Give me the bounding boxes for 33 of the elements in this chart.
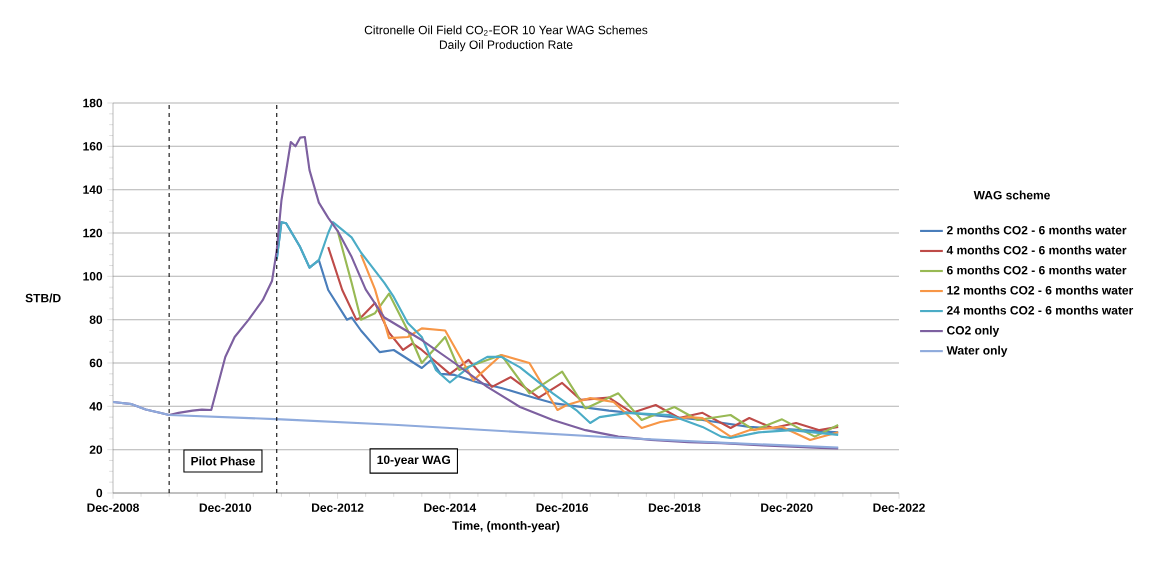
x-axis-title: Time, (month-year) <box>452 521 560 533</box>
annotation: Pilot Phase <box>191 456 255 466</box>
legend-label: 4 months CO2 - 6 months water <box>946 245 1127 255</box>
x-tick-label: Dec-2020 <box>761 503 813 512</box>
y-tick-label: 120 <box>83 228 103 238</box>
y-tick-label: 80 <box>89 315 103 324</box>
y-tick-label: 60 <box>89 358 103 368</box>
legend-label: CO2 only <box>947 325 1000 337</box>
chart-title: Citronelle Oil Field CO$_{2}$-EOR 10 Year WAG Schemes <box>364 25 648 36</box>
chart-subtitle: Daily Oil Production Rate <box>439 40 573 52</box>
legend-label: 2 months CO2 - 6 months water <box>946 225 1127 235</box>
x-tick-label: Dec-2010 <box>199 503 252 512</box>
legend-label: 12 months CO2 - 6 months water <box>947 285 1134 295</box>
x-tick-label: Dec-2008 <box>87 503 139 512</box>
legend-title: WAG scheme <box>973 190 1050 200</box>
legend-label: 24 months CO2 - 6 months water <box>946 305 1134 315</box>
line-series <box>113 400 840 449</box>
y-tick-label: 20 <box>89 445 103 454</box>
y-tick-label: 0 <box>96 488 103 498</box>
x-tick-label: Dec-2018 <box>648 503 701 512</box>
legend-label: Water only <box>946 345 1008 357</box>
x-tick-label: Dec-2022 <box>873 503 925 512</box>
y-axis-title: STB/D <box>25 293 61 303</box>
legend-label: 6 months CO2 - 6 months water <box>947 265 1127 275</box>
annotation: 10-year WAG <box>377 455 451 467</box>
y-tick-label: 100 <box>83 272 103 281</box>
y-tick-label: 40 <box>89 402 103 411</box>
x-tick-label: Dec-2012 <box>312 503 364 512</box>
x-tick-label: Dec-2014 <box>424 503 477 512</box>
y-tick-label: 160 <box>83 142 103 151</box>
x-tick-label: Dec-2016 <box>536 503 589 512</box>
y-tick-label: 180 <box>83 98 103 108</box>
y-tick-label: 140 <box>83 185 103 194</box>
